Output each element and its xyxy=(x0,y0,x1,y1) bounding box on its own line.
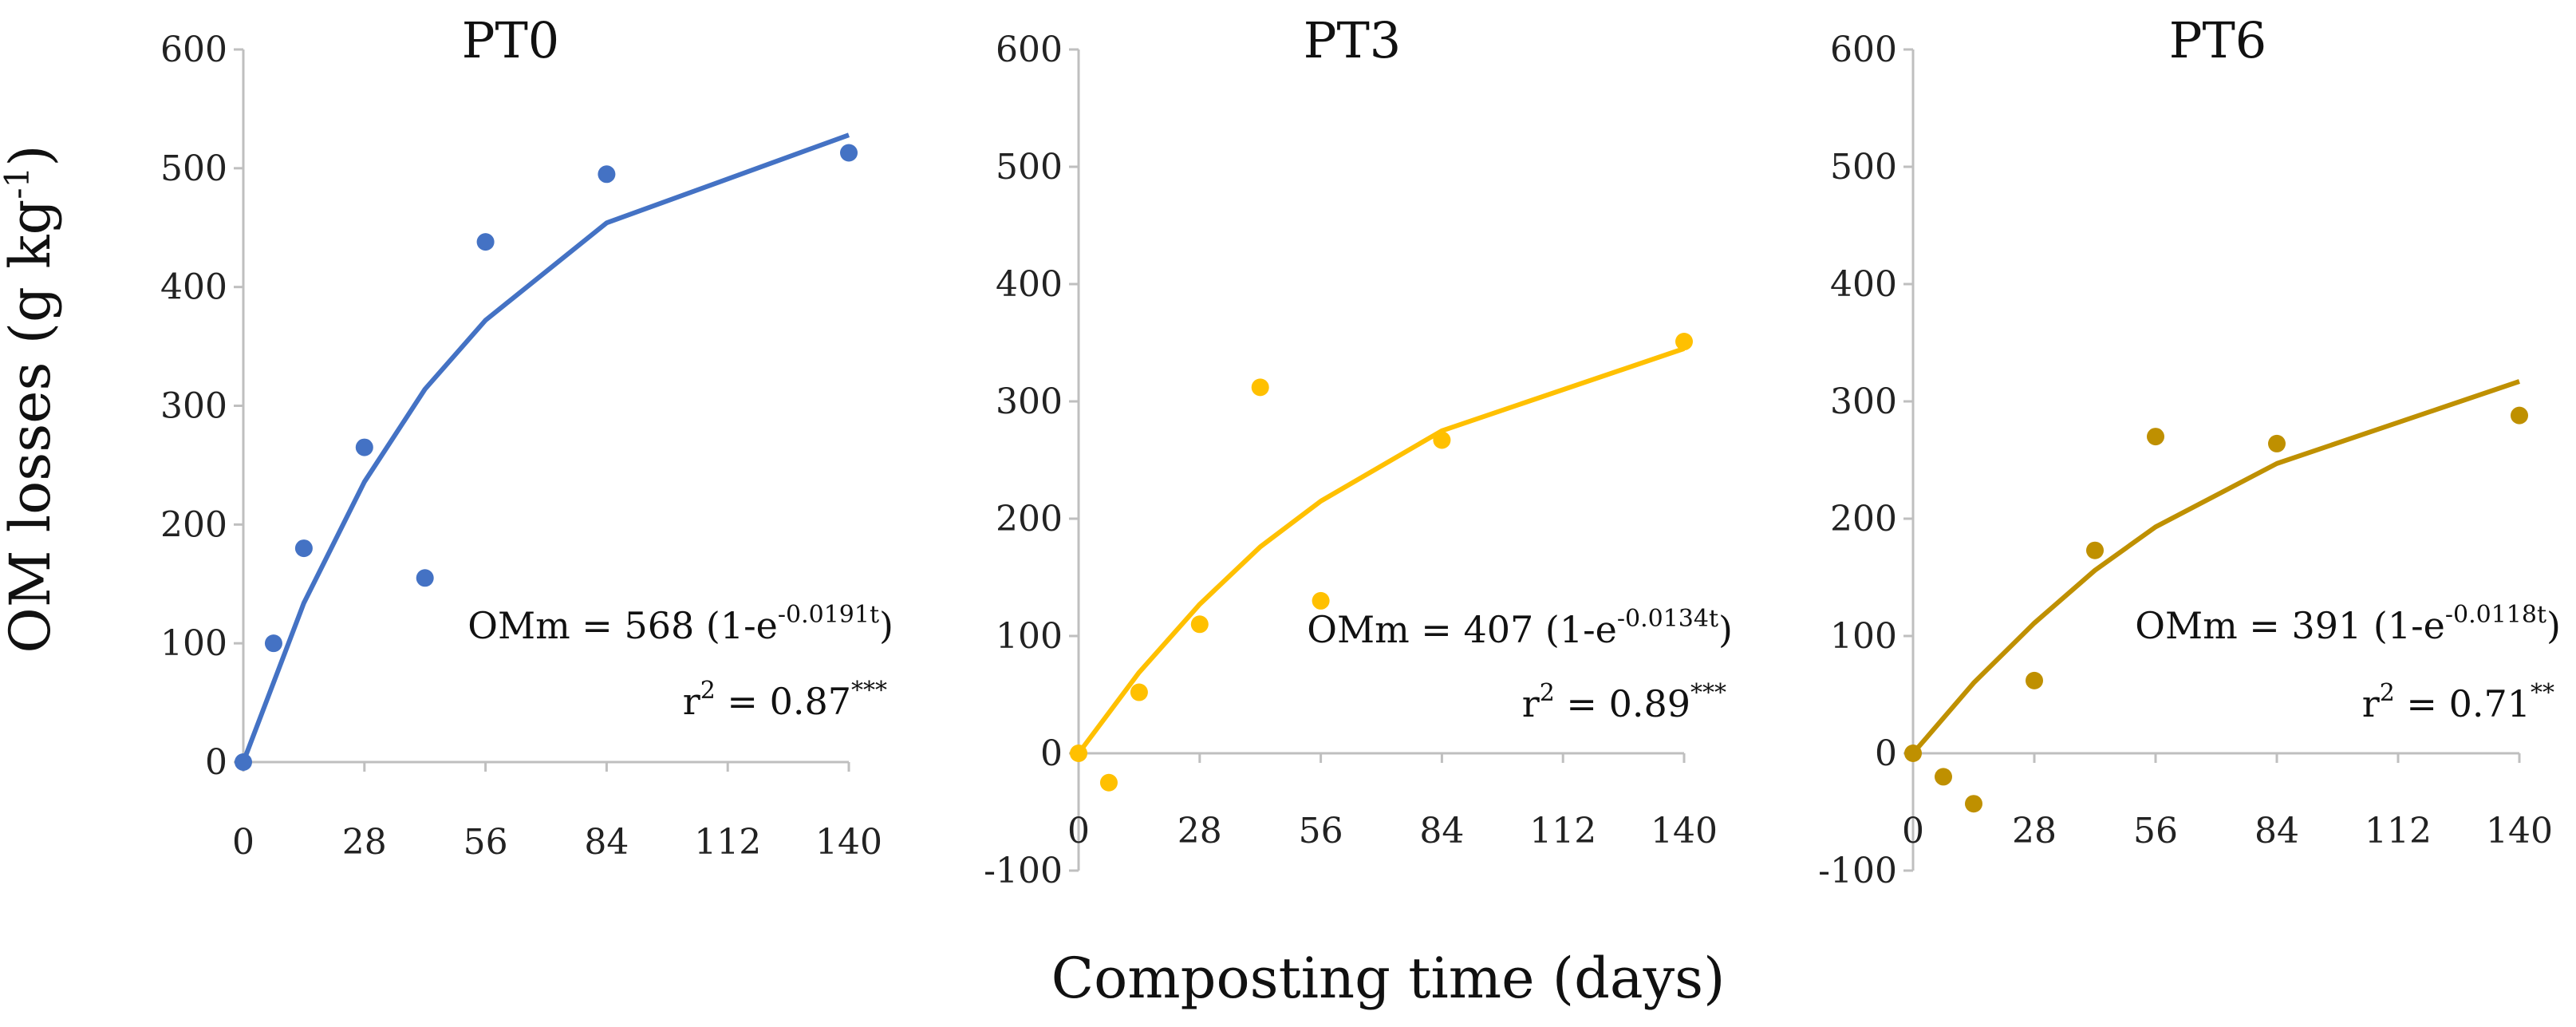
fit-equation-pt3: OMm = 407 (1-e-0.0134t) xyxy=(1307,605,1733,651)
data-point xyxy=(1251,378,1269,397)
chart-panel-pt0: PT0 0 100 200 300 400 500 600 0 28 56 84 112 140 OMm =… xyxy=(160,11,894,863)
fit-equation-pt6: OMm = 391 (1-e-0.0118t) xyxy=(2135,601,2561,647)
x-tick-label: 112 xyxy=(2365,811,2432,851)
chart-title-pt6: PT6 xyxy=(2169,11,2267,69)
y-tick-label: 100 xyxy=(1830,616,1897,657)
data-point xyxy=(598,165,616,184)
y-tick-label: 300 xyxy=(996,381,1063,422)
x-tick-label: 28 xyxy=(1178,811,1222,851)
x-tick-label: 140 xyxy=(1651,811,1718,851)
data-point xyxy=(1130,683,1148,701)
fit-line-pt0 xyxy=(241,132,850,764)
x-tick-label: 112 xyxy=(694,822,761,863)
data-point xyxy=(1935,768,1952,786)
y-tick-label: 0 xyxy=(1875,733,1897,774)
data-point xyxy=(1190,615,1209,634)
y-tick-label: 600 xyxy=(1830,30,1897,70)
y-tick-label: 500 xyxy=(1830,147,1897,188)
x-tick-label: 84 xyxy=(584,822,629,863)
data-point xyxy=(2268,434,2286,452)
x-tick-label: 140 xyxy=(2486,811,2553,851)
y-axis-title-end: ) xyxy=(0,144,63,166)
fit-equation-pt0: OMm = 568 (1-e-0.0191t) xyxy=(467,601,894,647)
x-tick-label: 0 xyxy=(1067,811,1090,851)
r-squared-pt0: r2 = 0.87*** xyxy=(683,677,887,723)
x-tick-label: 28 xyxy=(2012,811,2057,851)
data-point xyxy=(1312,591,1330,610)
y-tick-label: 200 xyxy=(996,499,1063,539)
y-tick-label: 600 xyxy=(996,30,1063,70)
x-tick-label: 112 xyxy=(1529,811,1596,851)
y-tick-label: -100 xyxy=(984,851,1063,891)
y-tick-label: 100 xyxy=(160,623,227,664)
data-point xyxy=(264,634,282,653)
y-tick-label: 0 xyxy=(1040,733,1063,774)
data-point xyxy=(476,233,495,251)
y-tick-label: 200 xyxy=(160,504,227,545)
data-point xyxy=(2511,406,2528,425)
data-point xyxy=(1433,431,1451,449)
y-tick-label: 600 xyxy=(160,30,227,70)
x-tick-label: 56 xyxy=(464,822,508,863)
data-point xyxy=(2026,671,2043,689)
r-squared-pt3: r2 = 0.89*** xyxy=(1522,679,1726,725)
data-point xyxy=(1099,773,1118,792)
x-tick-label: 56 xyxy=(1299,811,1343,851)
y-tick-label: 300 xyxy=(160,386,227,427)
x-tick-label: 56 xyxy=(2133,811,2178,851)
x-axis-title: Composting time (days) xyxy=(1051,946,1726,1011)
y-axis-title-sup: -1 xyxy=(0,167,37,199)
fit-line-pt6 xyxy=(1911,379,2520,755)
data-point xyxy=(1070,745,1087,762)
data-point xyxy=(2086,541,2104,559)
y-tick-label: 400 xyxy=(996,264,1063,305)
chart-title-pt3: PT3 xyxy=(1304,11,1402,69)
data-point xyxy=(840,144,858,162)
data-point xyxy=(1965,795,1982,813)
y-tick-label: 100 xyxy=(996,616,1063,657)
x-tick-label: 0 xyxy=(232,822,254,863)
y-tick-label: 400 xyxy=(160,267,227,308)
y-tick-label: 500 xyxy=(996,147,1063,188)
y-tick-label: 0 xyxy=(205,742,227,783)
chart-title-pt0: PT0 xyxy=(462,11,560,69)
y-tick-label: 500 xyxy=(160,148,227,189)
y-axis-title-main: OM losses (g kg xyxy=(0,199,63,654)
r-squared-pt6: r2 = 0.71** xyxy=(2362,679,2554,725)
x-tick-label: 0 xyxy=(1902,811,1924,851)
data-point xyxy=(355,438,373,456)
x-tick-label: 84 xyxy=(1419,811,1464,851)
x-tick-label: 140 xyxy=(815,822,882,863)
data-point xyxy=(2147,428,2164,446)
data-point xyxy=(235,753,252,771)
y-tick-label: -100 xyxy=(1818,851,1897,891)
y-tick-label: 200 xyxy=(1830,499,1897,539)
y-tick-label: 400 xyxy=(1830,264,1897,305)
fit-line-pt3 xyxy=(1076,346,1685,755)
x-tick-label: 28 xyxy=(342,822,387,863)
y-tick-label: 300 xyxy=(1830,381,1897,422)
y-axis-title: OM losses (g kg-1) xyxy=(0,144,63,653)
data-point xyxy=(416,569,434,587)
data-point xyxy=(1904,745,1922,762)
data-point xyxy=(294,539,313,558)
x-tick-label: 84 xyxy=(2254,811,2299,851)
data-point xyxy=(1675,333,1693,351)
